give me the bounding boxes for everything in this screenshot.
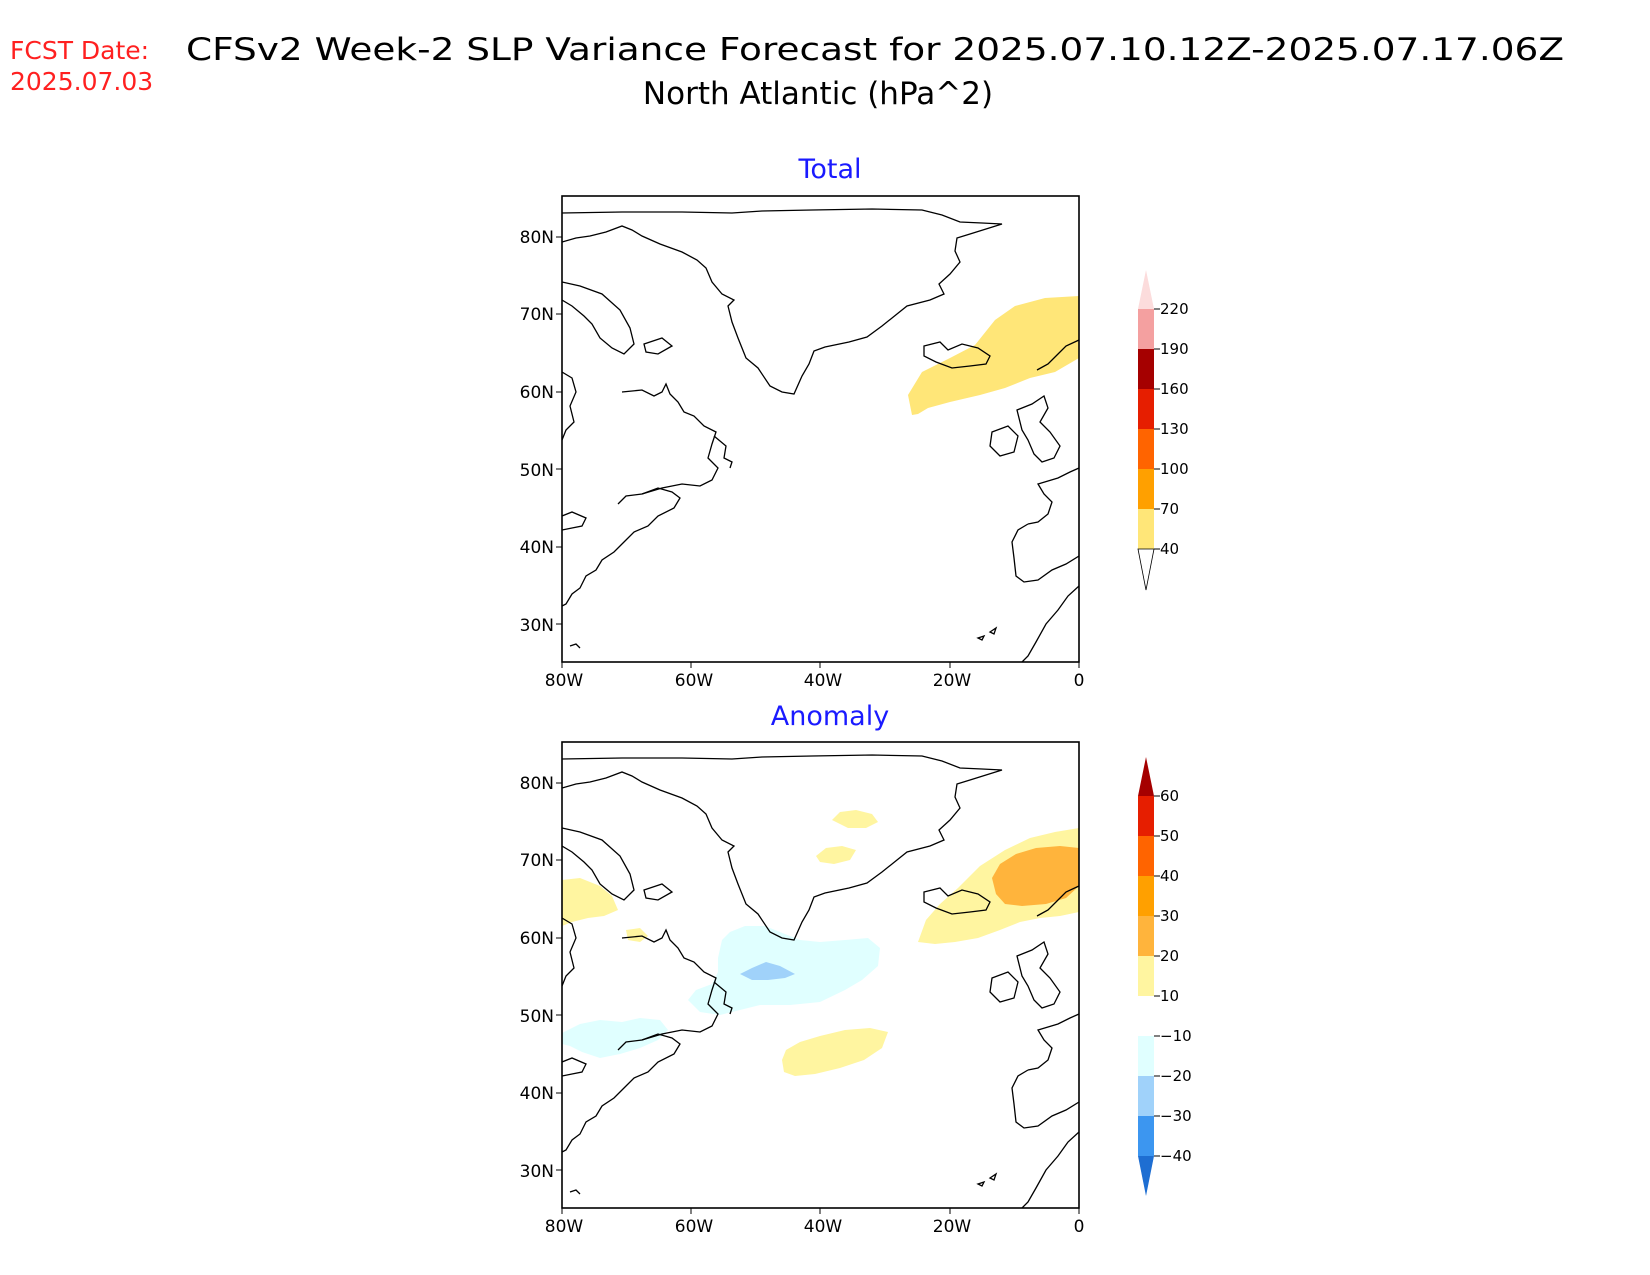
anomaly-colorbar-bottom-arrow [1138,1156,1154,1196]
colorbar-box [1138,1076,1154,1116]
colorbar-box [1138,876,1154,916]
lon-tick-label: 20W [933,1217,972,1237]
lat-tick-label: 70N [520,851,554,871]
lon-tick-label: 20W [933,671,972,691]
colorbar-label: 70 [1160,500,1179,518]
anomaly-contour-pos10 [562,878,618,926]
lon-tick-label: 80W [545,671,584,691]
colorbar-label: −40 [1160,1147,1192,1165]
colorbar-label: 160 [1160,380,1189,398]
colorbar-label: 190 [1160,340,1189,358]
anomaly-lon-axis: 80W 60W 40W 20W 0 [545,1217,1085,1237]
colorbar-box [1138,836,1154,876]
anomaly-contour-neg10 [562,1018,668,1058]
total-colorbar-top-arrow [1138,270,1154,309]
lat-tick-label: 80N [520,774,554,794]
lat-tick-label: 40N [520,538,554,558]
lat-tick-label: 50N [520,461,554,481]
lat-tick-label: 40N [520,1084,554,1104]
lat-tick-label: 80N [520,228,554,248]
anomaly-colorbar-top-arrow [1138,757,1154,796]
lon-tick-label: 80W [545,1217,584,1237]
colorbar-box [1138,1116,1154,1156]
panel-title-total: Total [797,154,861,185]
colorbar-box [1138,796,1154,836]
colorbar-label: 50 [1160,827,1179,845]
anomaly-contour-neg20 [740,962,795,980]
anomaly-map [562,742,1079,1208]
lon-tick-label: 40W [804,671,843,691]
total-colorbar-bottom-arrow [1137,548,1155,591]
colorbar-box [1138,1036,1154,1076]
anomaly-contour-pos10 [832,810,878,828]
colorbar-box [1138,309,1154,349]
fcst-date-label: FCST Date: [10,36,149,65]
lat-tick-label: 50N [520,1007,554,1027]
lon-tick-label: 60W [675,1217,714,1237]
anomaly-colorbar: 60 50 40 30 20 10 −10 −20 −30 −40 [1138,757,1192,1196]
lon-tick-label: 60W [675,671,714,691]
colorbar-label: 40 [1160,540,1179,558]
figure-subtitle: North Atlantic (hPa^2) [643,76,993,112]
colorbar-box [1138,916,1154,956]
lon-tick-label: 0 [1074,671,1085,691]
total-map [562,196,1079,662]
colorbar-label: 130 [1160,420,1189,438]
total-lon-axis: 80W 60W 40W 20W 0 [545,671,1085,691]
colorbar-label: −10 [1160,1027,1192,1045]
colorbar-label: 40 [1160,867,1179,885]
lat-tick-label: 30N [520,1162,554,1182]
anomaly-contour-pos10 [782,1028,888,1076]
fcst-date-value: 2025.07.03 [10,67,153,96]
colorbar-label: −20 [1160,1067,1192,1085]
colorbar-box [1138,509,1154,549]
total-colorbar: 220 190 160 130 100 70 40 [1137,270,1189,591]
colorbar-label: 220 [1160,300,1189,318]
anomaly-contour-pos10 [816,846,856,864]
colorbar-label: 10 [1160,987,1179,1005]
total-lat-axis: 80N 70N 60N 50N 40N 30N [520,228,554,636]
lon-tick-label: 0 [1074,1217,1085,1237]
colorbar-label: 100 [1160,460,1189,478]
panel-title-anomaly: Anomaly [771,701,889,732]
colorbar-box [1138,429,1154,469]
anomaly-contour-pos10 [626,928,648,942]
colorbar-box [1138,996,1154,1036]
lat-tick-label: 70N [520,305,554,325]
colorbar-box [1138,349,1154,389]
lat-tick-label: 60N [520,383,554,403]
anomaly-contour-pos20 [992,846,1079,906]
colorbar-label: −30 [1160,1107,1192,1125]
anomaly-lat-axis: 80N 70N 60N 50N 40N 30N [520,774,554,1182]
colorbar-label: 60 [1160,787,1179,805]
lat-tick-label: 60N [520,929,554,949]
colorbar-label: 30 [1160,907,1179,925]
colorbar-box [1138,956,1154,996]
total-contour-40-70 [908,296,1079,415]
colorbar-label: 20 [1160,947,1179,965]
lon-tick-label: 40W [804,1217,843,1237]
lat-tick-label: 30N [520,616,554,636]
colorbar-box [1138,389,1154,429]
colorbar-box [1138,469,1154,509]
figure-title: CFSv2 Week-2 SLP Variance Forecast for 2… [186,32,1564,68]
